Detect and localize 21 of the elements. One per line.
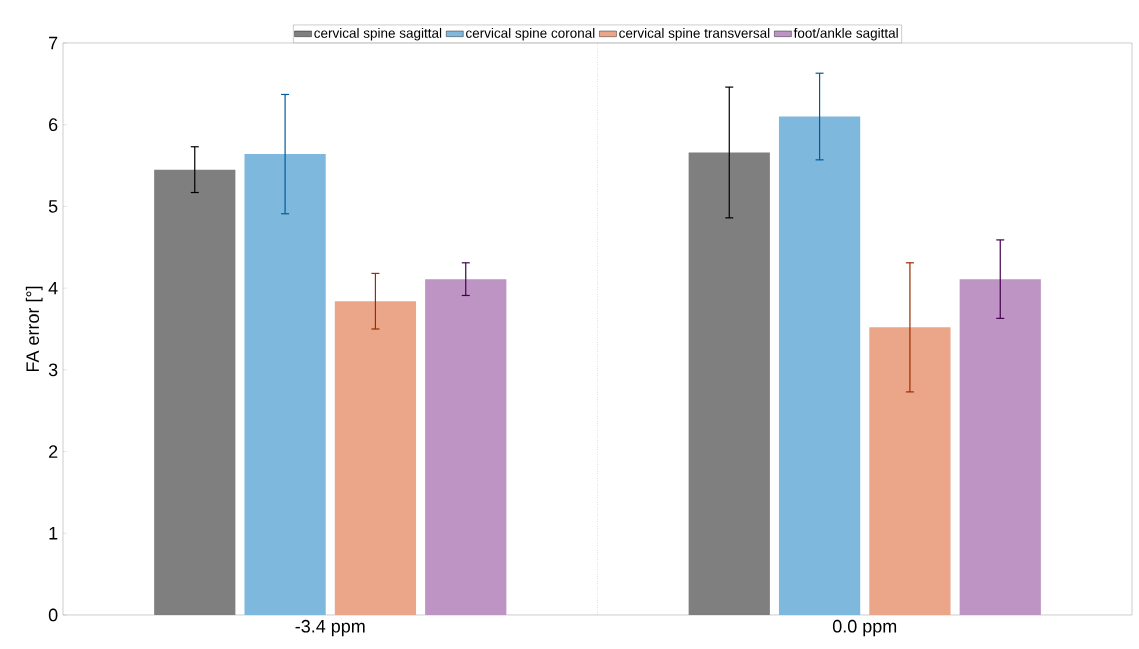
bar [244, 154, 326, 615]
y-tick-label: 3 [48, 363, 58, 377]
y-tick-label: 4 [48, 281, 58, 295]
legend-label: cervical spine sagittal [314, 27, 442, 41]
legend-label: cervical spine transversal [619, 27, 770, 41]
bar [334, 301, 417, 615]
y-tick-label: 5 [48, 200, 58, 213]
bar [869, 327, 951, 615]
y-tick-label: 7 [49, 36, 58, 50]
y-tick-label: 1 [49, 527, 58, 540]
bar [778, 116, 861, 615]
y-axis-title: FA error [°] [25, 286, 43, 372]
bar [959, 279, 1041, 615]
y-tick-label: 0 [48, 608, 58, 622]
legend-label: cervical spine coronal [466, 27, 595, 41]
y-tick-label: 2 [49, 445, 58, 458]
x-tick-label: 0.0 ppm [832, 619, 897, 637]
x-tick-label: -3.4 ppm [295, 619, 365, 637]
y-tick-label: 6 [49, 118, 58, 132]
legend-label: foot/ankle sagittal [793, 27, 898, 41]
bar [425, 279, 507, 615]
